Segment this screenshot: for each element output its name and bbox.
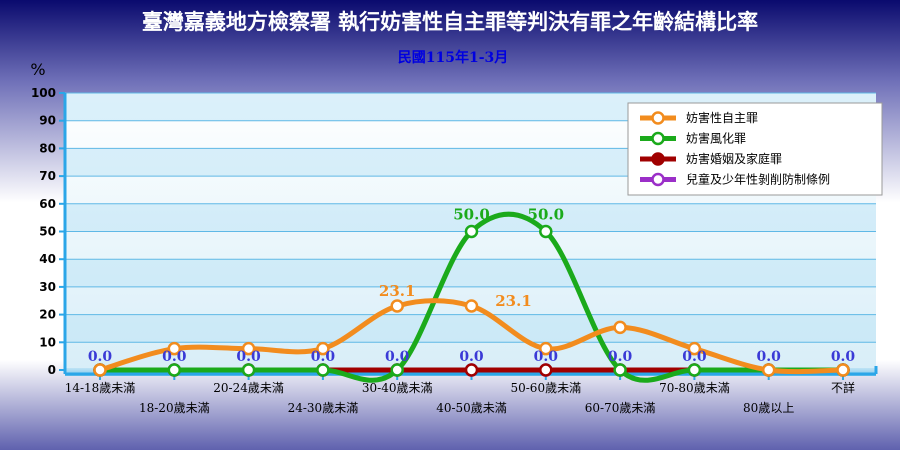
data-point bbox=[464, 299, 479, 313]
x-tick-label: 20-24歲未滿 bbox=[213, 381, 284, 395]
data-point bbox=[687, 341, 702, 356]
data-point bbox=[241, 363, 256, 377]
data-labels: 0.0 0.0 0.0 0.0 0.0 0.0 0.0 0.0 0.0 0.0 0.0 23.1 23.… bbox=[88, 206, 856, 366]
data-point bbox=[390, 299, 404, 313]
grid-band bbox=[65, 314, 876, 343]
x-tick-label: 40-50歲未滿 bbox=[436, 401, 507, 415]
legend-label: 妨害風化罪 bbox=[686, 131, 746, 146]
zero-data-label: 0.0 bbox=[831, 349, 856, 365]
data-point bbox=[613, 363, 627, 377]
zero-data-label: 0.0 bbox=[682, 349, 707, 365]
y-tick-label: 100 bbox=[31, 86, 56, 100]
data-point bbox=[539, 224, 553, 239]
data-point bbox=[539, 363, 553, 377]
data-point bbox=[316, 341, 330, 356]
series-data-label: 50.0 bbox=[528, 206, 565, 224]
data-point bbox=[167, 341, 182, 356]
legend-swatch-marker bbox=[651, 111, 665, 125]
x-tick-label: 80歲以上 bbox=[743, 401, 794, 415]
data-point bbox=[464, 363, 479, 377]
x-tick-label: 60-70歲未滿 bbox=[585, 401, 656, 415]
zero-data-label: 0.0 bbox=[757, 349, 782, 365]
zero-data-label: 0.0 bbox=[162, 349, 187, 365]
x-tick-label: 70-80歲未滿 bbox=[659, 381, 730, 395]
legend-swatch-marker bbox=[651, 152, 665, 166]
chart-title: 臺灣嘉義地方檢察署 執行妨害性自主罪等判決有罪之年齡結構比率 bbox=[142, 9, 758, 34]
series-data-label: 23.1 bbox=[495, 292, 532, 310]
legend-label: 妨害性自主罪 bbox=[686, 110, 758, 125]
legend-label: 兒童及少年性剝削防制條例 bbox=[686, 172, 830, 187]
legend-swatch-marker bbox=[651, 172, 665, 187]
y-tick-label: 20 bbox=[39, 308, 56, 322]
zero-data-label: 0.0 bbox=[608, 349, 633, 365]
x-tick-label: 14-18歲未滿 bbox=[65, 381, 136, 395]
data-point bbox=[687, 363, 702, 377]
zero-data-label: 0.0 bbox=[385, 349, 410, 365]
series-data-label: 23.1 bbox=[379, 282, 416, 300]
data-point bbox=[836, 363, 850, 377]
y-tick-label: 50 bbox=[39, 225, 56, 239]
y-tick-label: 70 bbox=[39, 169, 56, 183]
data-point bbox=[390, 363, 404, 377]
y-tick-label: 60 bbox=[39, 197, 56, 211]
data-point bbox=[539, 341, 553, 356]
x-tick-label: 30-40歲未滿 bbox=[362, 381, 433, 395]
axes: 0 10 20 30 40 50 60 70 80 90 100 14-18歲未滿18-20歲未滿20… bbox=[31, 86, 878, 415]
y-tick-label: 0 bbox=[48, 363, 56, 377]
y-tick-label: 10 bbox=[39, 335, 56, 349]
y-tick-label: 40 bbox=[39, 252, 56, 266]
series-data-label: 50.0 bbox=[453, 206, 490, 224]
series-lines bbox=[93, 211, 850, 383]
chart-subtitle: 民國115年1-3月 bbox=[398, 49, 509, 66]
y-tick-label: 30 bbox=[39, 280, 56, 294]
data-point bbox=[761, 363, 776, 377]
x-tick-label: 18-20歲未滿 bbox=[139, 401, 210, 415]
y-tick-label: 90 bbox=[39, 114, 56, 128]
zero-data-label: 0.0 bbox=[88, 349, 113, 365]
data-point bbox=[241, 341, 256, 356]
data-point bbox=[613, 320, 627, 335]
y-axis-unit: % bbox=[30, 60, 45, 79]
zero-data-label: 0.0 bbox=[236, 349, 261, 365]
zero-data-label: 0.0 bbox=[534, 349, 559, 365]
x-tick-label: 50-60歲未滿 bbox=[510, 381, 581, 395]
x-tick-label: 24-30歲未滿 bbox=[288, 401, 359, 415]
zero-data-label: 0.0 bbox=[459, 349, 484, 365]
data-point bbox=[93, 363, 107, 377]
grid-band bbox=[65, 259, 876, 287]
data-point bbox=[167, 363, 182, 377]
data-point bbox=[464, 224, 479, 239]
x-tick-label: 不詳 bbox=[831, 380, 855, 395]
legend-swatch-marker bbox=[651, 131, 665, 146]
y-tick-label: 80 bbox=[39, 141, 56, 155]
zero-data-label: 0.0 bbox=[311, 349, 336, 365]
data-point bbox=[316, 363, 330, 377]
legend-label: 妨害婚姻及家庭罪 bbox=[686, 151, 782, 166]
